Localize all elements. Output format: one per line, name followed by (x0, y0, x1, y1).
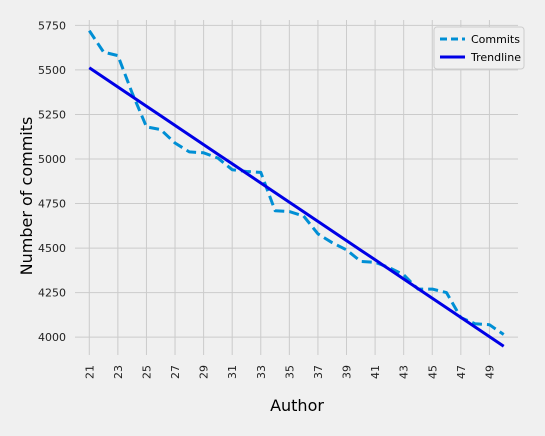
grid (75, 20, 518, 355)
y-tick-label: 4750 (38, 198, 66, 211)
x-tick-label: 37 (312, 365, 325, 379)
series-line-trendline (88, 66, 505, 348)
legend-label-commits: Commits (471, 33, 520, 46)
x-tick-label: 27 (169, 365, 182, 379)
x-tick-label: 33 (255, 365, 268, 379)
y-tick-label: 4500 (38, 242, 66, 255)
series-lines (88, 29, 505, 348)
y-tick-label: 5500 (38, 64, 66, 77)
y-tick-labels: 4000 4250 4500 4750 5000 5250 5500 5750 (38, 19, 66, 344)
x-tick-label: 21 (83, 365, 96, 379)
y-axis-label: Number of commits (17, 117, 36, 276)
x-tick-label: 43 (398, 365, 411, 379)
x-tick-label: 31 (226, 365, 239, 379)
x-tick-label: 39 (341, 365, 354, 379)
x-tick-label: 47 (455, 365, 468, 379)
y-tick-label: 4250 (38, 287, 66, 300)
series-line-commits (88, 29, 505, 336)
x-tick-label: 49 (483, 365, 496, 379)
legend: Commits Trendline (433, 26, 525, 70)
x-tick-label: 29 (198, 365, 211, 379)
x-tick-label: 35 (283, 365, 296, 379)
legend-label-trendline: Trendline (470, 51, 521, 64)
x-tick-label: 45 (426, 365, 439, 379)
y-tick-label: 4000 (38, 331, 66, 344)
y-tick-label: 5000 (38, 153, 66, 166)
x-tick-label: 25 (140, 365, 153, 379)
y-tick-label: 5250 (38, 108, 66, 121)
y-tick-label: 5750 (38, 19, 66, 32)
x-tick-labels: 21 23 25 27 29 31 33 35 37 39 41 43 45 47 49 (83, 365, 496, 379)
x-axis-label: Author (270, 396, 324, 415)
x-tick-label: 41 (369, 365, 382, 379)
x-tick-label: 23 (112, 365, 125, 379)
